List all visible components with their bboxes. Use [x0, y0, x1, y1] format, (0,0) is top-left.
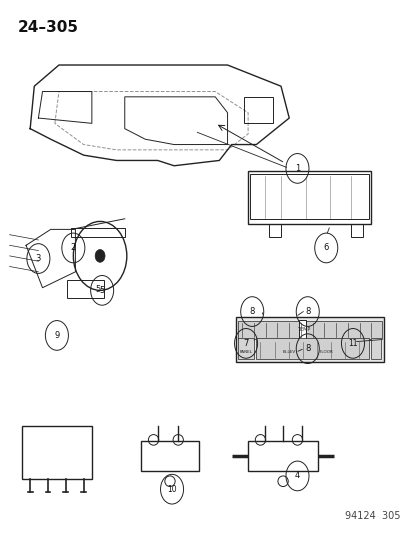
Circle shape — [95, 249, 105, 262]
Bar — [67, 280, 104, 298]
Bar — [22, 425, 92, 479]
Text: 10: 10 — [167, 484, 176, 494]
Text: 8: 8 — [249, 307, 254, 316]
Text: FLOOR: FLOOR — [318, 350, 332, 354]
Text: BI-LEV: BI-LEV — [282, 350, 295, 354]
Text: 24–305: 24–305 — [18, 20, 78, 35]
Text: 9: 9 — [54, 331, 59, 340]
Bar — [141, 441, 198, 471]
Bar — [237, 321, 381, 338]
Text: 8: 8 — [304, 307, 310, 316]
Text: 5: 5 — [95, 285, 100, 294]
Text: 6: 6 — [323, 244, 328, 253]
Text: 11: 11 — [347, 339, 357, 348]
Bar — [235, 317, 383, 362]
Text: 4: 4 — [294, 471, 299, 480]
Bar — [255, 338, 368, 359]
Bar — [237, 338, 254, 359]
Text: TEMP: TEMP — [297, 327, 310, 332]
Text: 94124  305: 94124 305 — [344, 511, 399, 521]
Text: 7: 7 — [243, 339, 248, 348]
Bar — [298, 320, 305, 340]
Text: 2: 2 — [71, 244, 76, 253]
Text: 8: 8 — [304, 344, 310, 353]
Bar — [370, 338, 380, 359]
Bar — [71, 228, 124, 237]
Bar — [268, 224, 280, 237]
Bar — [249, 174, 368, 219]
Text: 3: 3 — [36, 254, 41, 263]
Bar — [243, 97, 272, 123]
Bar — [350, 224, 362, 237]
Bar — [247, 441, 317, 471]
Text: PANEL: PANEL — [239, 350, 252, 354]
Text: 1: 1 — [294, 164, 299, 173]
Text: 5: 5 — [99, 286, 104, 295]
